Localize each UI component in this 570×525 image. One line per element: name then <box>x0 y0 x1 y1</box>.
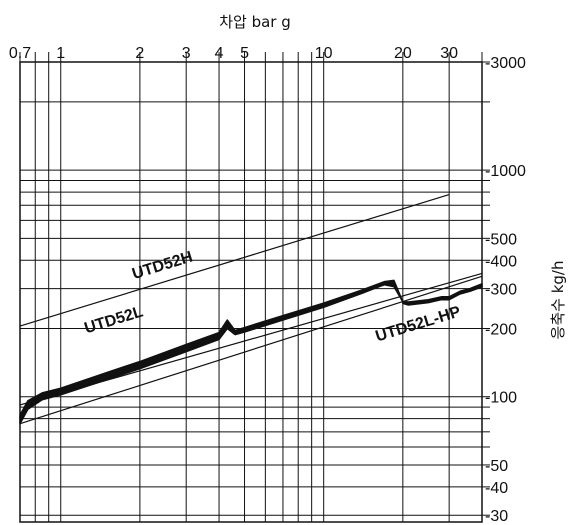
y-tick-label: -3000 <box>485 55 526 72</box>
y-tick-label: -50 <box>485 458 508 475</box>
x-tick-label: 3 <box>182 45 191 62</box>
series-layer <box>19 193 483 425</box>
series-line <box>19 193 450 327</box>
y-tick-label: -100 <box>485 390 517 407</box>
x-tick-label: 30 <box>440 45 458 62</box>
x-axis-title: 차압 bar g <box>219 13 291 31</box>
y-axis-title: 응축수 kg/h <box>549 261 567 340</box>
label-layer: 0.7 1 2 3 4 5 10 20 30 -3000 -1000 -500 -400 -300 -200… <box>9 45 526 525</box>
series-band <box>402 283 483 306</box>
x-tick-label: 4 <box>215 45 224 62</box>
x-tick-label: 5 <box>240 45 249 62</box>
y-tick-label: -300 <box>485 282 517 299</box>
y-tick-label: -400 <box>485 253 517 270</box>
x-tick-label: 20 <box>394 45 412 62</box>
x-tick-label: 10 <box>315 45 333 62</box>
x-tick-label: 2 <box>135 45 144 62</box>
y-tick-label: -500 <box>485 231 517 248</box>
series-line <box>19 275 483 425</box>
series-band <box>19 279 404 425</box>
series-label: UTD52L <box>82 303 145 337</box>
y-tick-label: -30 <box>485 508 508 525</box>
y-tick-label: -40 <box>485 480 508 497</box>
x-tick-label: 0.7 <box>9 45 31 62</box>
y-tick-label: -1000 <box>485 163 526 180</box>
series-line <box>19 272 483 406</box>
plot-frame <box>19 61 483 523</box>
x-tick-label: 1 <box>56 45 65 62</box>
y-tick-label: -200 <box>485 322 517 339</box>
grid <box>19 52 490 522</box>
